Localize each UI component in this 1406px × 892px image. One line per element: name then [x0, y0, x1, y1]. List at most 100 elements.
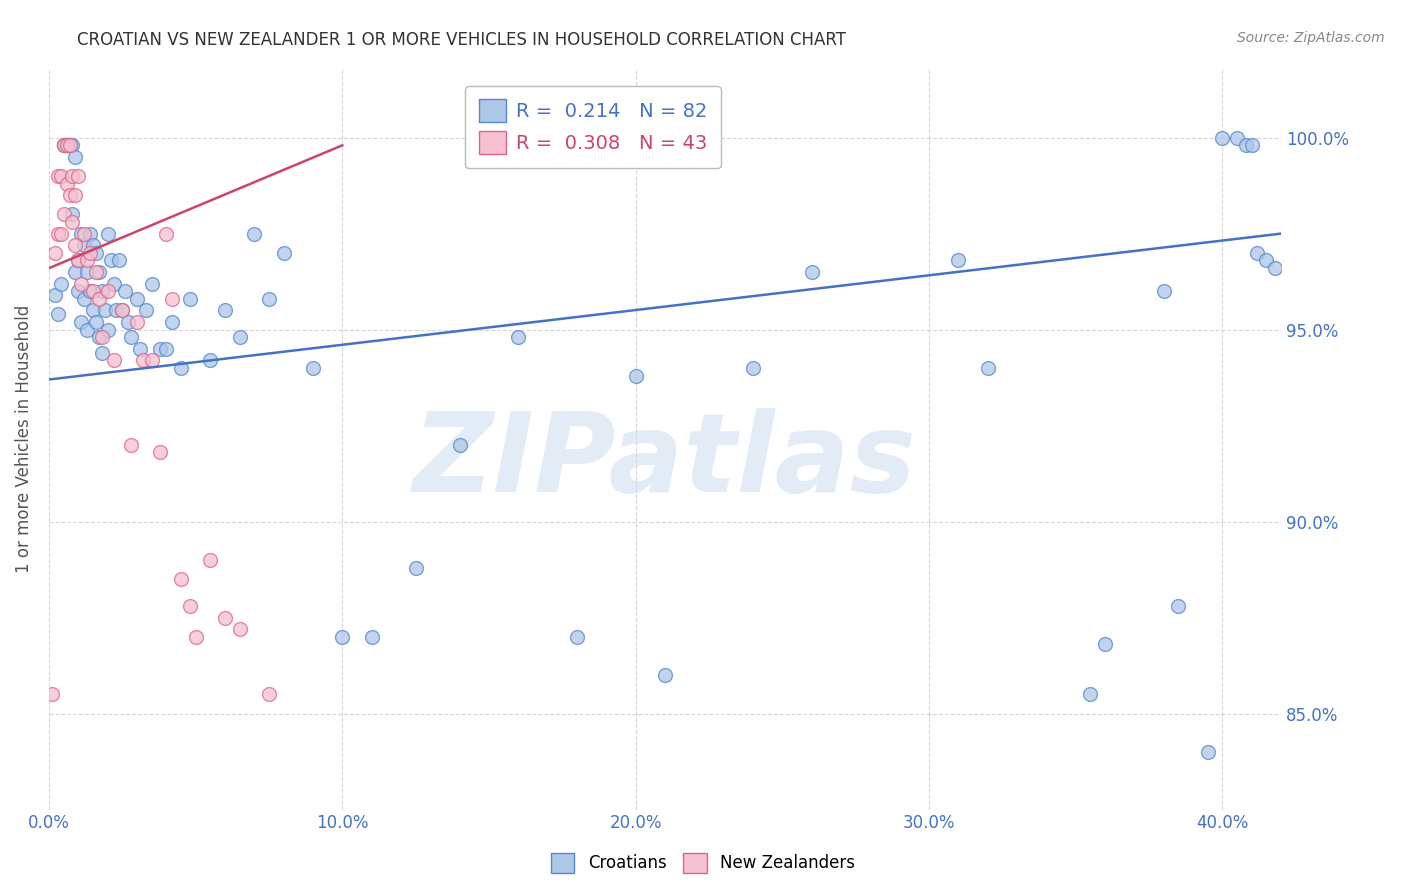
- Point: [160, 315, 183, 329]
- Point: [87, 330, 110, 344]
- Point: [228, 622, 250, 636]
- Point: [184, 630, 207, 644]
- Point: [114, 284, 136, 298]
- Point: [243, 227, 266, 241]
- Point: [55, 138, 77, 153]
- Point: [214, 303, 236, 318]
- Point: [70, 277, 93, 291]
- Point: [87, 292, 110, 306]
- Point: [1167, 599, 1189, 613]
- Point: [170, 572, 193, 586]
- Point: [360, 630, 382, 644]
- Y-axis label: 1 or more Vehicles in Household: 1 or more Vehicles in Household: [15, 305, 32, 574]
- Point: [1234, 138, 1257, 153]
- Point: [1153, 284, 1175, 298]
- Legend: Croatians, New Zealanders: Croatians, New Zealanders: [544, 847, 862, 880]
- Point: [84, 265, 107, 279]
- Point: [100, 253, 122, 268]
- Point: [84, 315, 107, 329]
- Point: [1197, 745, 1219, 759]
- Point: [65, 265, 87, 279]
- Point: [108, 253, 131, 268]
- Point: [449, 438, 471, 452]
- Point: [508, 330, 530, 344]
- Point: [55, 138, 77, 153]
- Point: [97, 284, 120, 298]
- Point: [65, 150, 87, 164]
- Point: [103, 277, 125, 291]
- Point: [90, 284, 112, 298]
- Point: [160, 292, 183, 306]
- Point: [46, 169, 69, 183]
- Point: [1240, 138, 1263, 153]
- Point: [179, 292, 201, 306]
- Point: [330, 630, 353, 644]
- Point: [44, 288, 66, 302]
- Point: [200, 553, 222, 567]
- Point: [52, 138, 75, 153]
- Point: [228, 330, 250, 344]
- Point: [105, 303, 128, 318]
- Point: [132, 353, 155, 368]
- Point: [149, 445, 172, 459]
- Point: [76, 323, 98, 337]
- Point: [141, 353, 163, 368]
- Point: [46, 227, 69, 241]
- Point: [62, 207, 84, 221]
- Point: [44, 245, 66, 260]
- Point: [155, 342, 177, 356]
- Point: [405, 560, 427, 574]
- Point: [742, 361, 765, 376]
- Point: [55, 177, 77, 191]
- Point: [82, 303, 104, 318]
- Point: [65, 238, 87, 252]
- Point: [624, 368, 647, 383]
- Point: [41, 687, 63, 701]
- Point: [84, 245, 107, 260]
- Point: [1078, 687, 1101, 701]
- Point: [1226, 130, 1249, 145]
- Point: [49, 277, 72, 291]
- Point: [82, 284, 104, 298]
- Point: [135, 303, 157, 318]
- Point: [1211, 130, 1233, 145]
- Point: [62, 215, 84, 229]
- Point: [67, 253, 90, 268]
- Point: [79, 245, 101, 260]
- Point: [257, 292, 280, 306]
- Point: [76, 253, 98, 268]
- Point: [565, 630, 588, 644]
- Point: [120, 330, 142, 344]
- Point: [93, 303, 115, 318]
- Point: [90, 330, 112, 344]
- Point: [1256, 253, 1278, 268]
- Point: [58, 138, 80, 153]
- Point: [800, 265, 823, 279]
- Point: [129, 342, 152, 356]
- Point: [70, 315, 93, 329]
- Point: [273, 245, 295, 260]
- Point: [97, 323, 120, 337]
- Point: [149, 342, 172, 356]
- Point: [49, 169, 72, 183]
- Point: [97, 227, 120, 241]
- Point: [79, 227, 101, 241]
- Text: CROATIAN VS NEW ZEALANDER 1 OR MORE VEHICLES IN HOUSEHOLD CORRELATION CHART: CROATIAN VS NEW ZEALANDER 1 OR MORE VEHI…: [77, 31, 846, 49]
- Legend: R =  0.214   N = 82, R =  0.308   N = 43: R = 0.214 N = 82, R = 0.308 N = 43: [465, 86, 721, 168]
- Point: [62, 169, 84, 183]
- Point: [141, 277, 163, 291]
- Point: [90, 345, 112, 359]
- Point: [76, 265, 98, 279]
- Point: [46, 307, 69, 321]
- Point: [62, 138, 84, 153]
- Point: [257, 687, 280, 701]
- Point: [67, 169, 90, 183]
- Point: [55, 138, 77, 153]
- Point: [976, 361, 998, 376]
- Point: [52, 138, 75, 153]
- Point: [117, 315, 139, 329]
- Point: [52, 138, 75, 153]
- Point: [1094, 637, 1116, 651]
- Point: [73, 227, 96, 241]
- Point: [65, 188, 87, 202]
